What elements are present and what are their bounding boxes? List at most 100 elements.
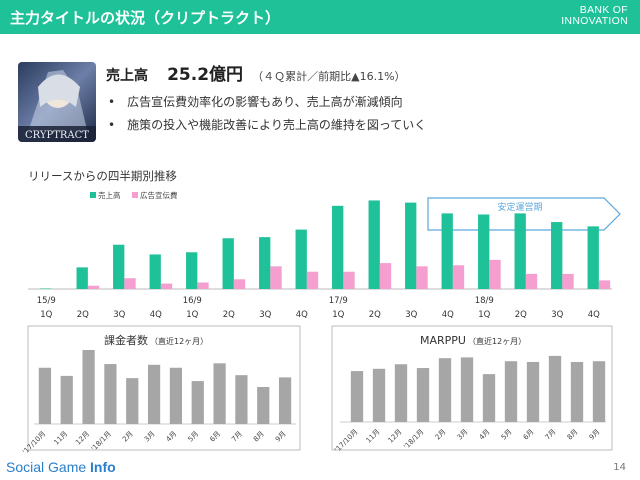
bar-ad [379,263,392,289]
x-tick-label: 3Q [259,310,271,320]
bar-value [526,361,540,422]
bar-ad [270,266,282,289]
bar-value [60,375,73,424]
bar-ad [233,279,246,289]
x-tick-label: 4Q [442,310,454,320]
bar-ad [160,283,173,289]
bar-value [147,364,161,424]
marppu-title-main: MARPPU [420,334,466,347]
bar-value [394,364,408,422]
bar-sales [514,213,526,289]
legend-swatch-sales [90,192,96,198]
bar-sales [295,229,307,289]
bullet-list: 広告宣伝費効率化の影響もあり、売上高が漸減傾向 施策の投入や機能改善により売上高… [106,93,426,133]
bar-sales [113,244,125,289]
kpi-note: （４Ｑ累計／前期比▲16.1%） [252,70,406,83]
bar-ad [87,285,100,289]
x-tick-label: 4Q [588,310,600,320]
bar-ad [306,271,319,289]
brand-line-2: INNOVATION [561,15,628,27]
x-tick-label: 1Q [478,310,490,320]
payers-title-main: 課金者数 [104,333,148,347]
x-year-label: 15/9 [37,296,56,306]
payers-title-sub: （直近12ヶ月） [150,336,208,346]
footer-logo: Social Game Info [6,459,116,475]
bar-ad [124,278,136,289]
bar-ad [197,282,209,289]
bar-value [372,368,386,422]
header-bar: 主力タイトルの状況（クリプトラクト） BANK OF INNOVATION [0,0,640,34]
bar-sales [441,213,453,289]
bar-ad [416,266,428,289]
bar-ad [525,273,538,289]
bar-value [278,377,292,424]
x-tick-label: 4Q [150,310,162,320]
kpi-value: 25.2億円 [167,65,244,85]
bar-sales [478,214,490,289]
game-logo: CRYPTRACT [18,62,96,142]
x-tick-label: 3Q [551,310,563,320]
page-title: 主力タイトルの状況（クリプトラクト） [10,9,281,27]
bar-sales [76,267,88,289]
bar-value [548,355,562,422]
x-tick-label: 2Q [369,310,381,320]
brand-line-1: BANK OF [579,4,628,16]
bar-ad [489,259,501,289]
bar-value [82,350,95,424]
bar-ad [562,273,574,289]
marppu-title-sub: （直近12ヶ月） [468,336,526,346]
legend-label-ad: 広告宣伝費 [140,190,178,200]
x-year-label: 18/9 [475,296,494,306]
bar-value [460,357,474,422]
bullet-item: 施策の投入や機能改善により売上高の維持を図っていく [106,116,426,133]
x-year-label: 16/9 [183,296,202,306]
bar-sales [186,252,198,289]
footer-logo-a: Social Game [6,459,87,475]
bar-value [213,363,226,424]
kpi-label: 売上高 [106,68,148,84]
payers-panel [27,325,301,451]
bar-value [482,374,496,422]
footer-logo-b: Info [90,459,116,475]
x-tick-label: 4Q [296,310,308,320]
bar-sales [551,222,563,289]
x-tick-label: 1Q [186,310,198,320]
x-tick-label: 1Q [40,310,52,320]
x-tick-label: 2Q [77,310,89,320]
page-number: 14 [613,462,626,473]
stable-period-label: 安定運営期 [497,201,542,213]
bar-sales [222,238,234,289]
bullet-item: 広告宣伝費効率化の影響もあり、売上高が漸減傾向 [106,93,426,110]
summary-block: 売上高 25.2億円 （４Ｑ累計／前期比▲16.1%） 広告宣伝費効率化の影響も… [106,60,426,139]
bar-ad [343,271,355,289]
bar-value [504,361,518,422]
x-tick-label: 2Q [223,310,235,320]
bar-value [38,367,52,424]
bar-sales [368,200,380,289]
x-year-label: 17/9 [329,296,348,306]
legend-swatch-ad [132,192,138,198]
stable-period-arrow [427,197,621,231]
bar-ad [452,265,465,289]
bar-value [570,361,584,422]
game-logo-text: CRYPTRACT [25,130,89,141]
bar-sales [405,202,417,289]
bar-value [169,367,183,424]
bar-sales [332,205,344,289]
section-label: リリースからの四半期別推移 [28,169,177,183]
bar-value [104,364,117,424]
marppu-title: MARPPU （直近12ヶ月） [420,334,526,347]
bar-sales [40,288,52,289]
bar-value [235,375,248,424]
bar-value [592,361,606,422]
bar-sales [149,254,161,289]
brand-logo: BANK OF INNOVATION [561,5,628,27]
game-logo-art: CRYPTRACT [18,62,96,142]
legend: 売上高 広告宣伝費 [90,190,178,200]
bar-value [191,381,204,424]
bar-value [350,371,364,422]
x-tick-label: 3Q [405,310,417,320]
quarterly-chart: 売上高 広告宣伝費 安定運営期 1Q 15/9 2Q 3Q 4Q 1Q 16/9 2Q 3Q 4Q… [28,190,621,320]
payers-title: 課金者数 （直近12ヶ月） [104,333,208,347]
